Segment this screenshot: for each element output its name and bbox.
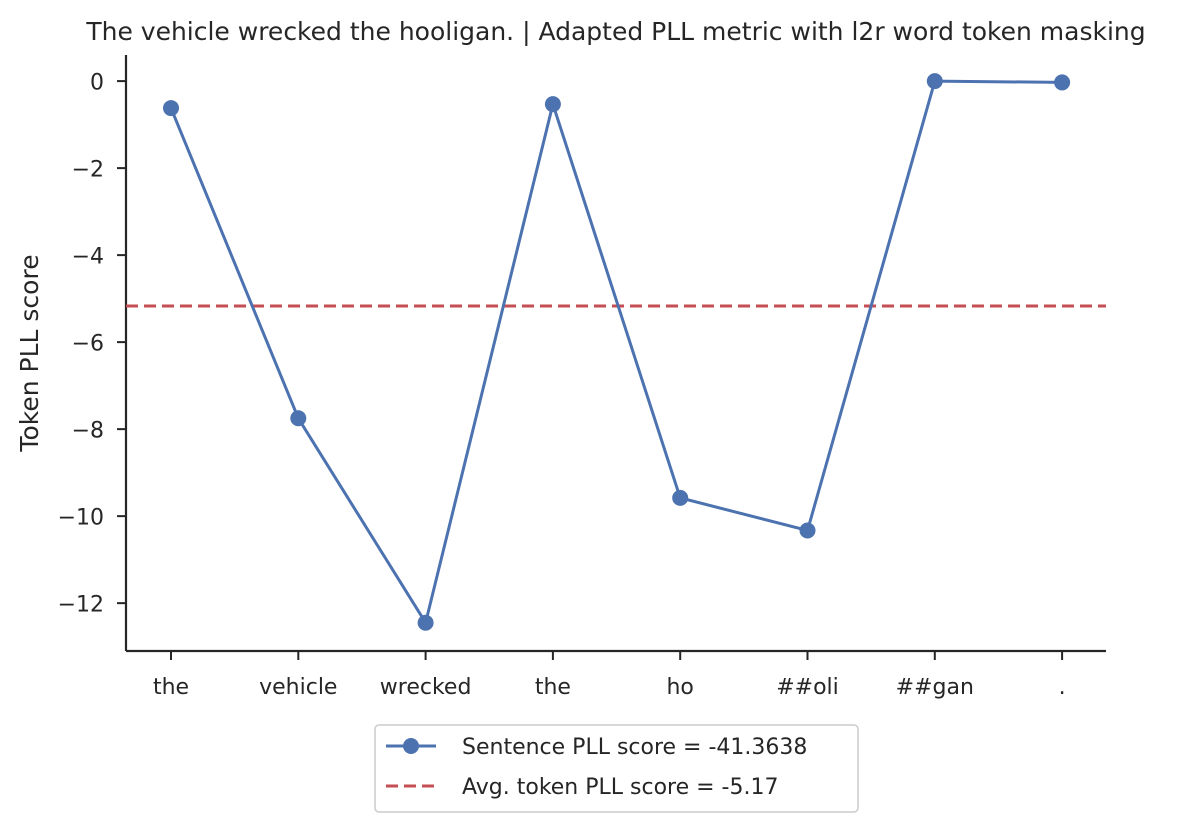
x-tick-label: wrecked — [380, 675, 472, 700]
x-tick-label: ho — [666, 675, 693, 700]
y-tick-label: −10 — [58, 506, 104, 531]
y-tick-label: −4 — [72, 245, 104, 270]
y-tick-label: −12 — [58, 593, 104, 618]
chart-title: The vehicle wrecked the hooligan. | Adap… — [85, 17, 1145, 46]
axes: 0 −2 −4 −6 −8 −10 −12 the vehicle wrecked the ho ##o… — [58, 55, 1106, 700]
x-tick-label: vehicle — [259, 675, 337, 700]
legend-reference-label: Avg. token PLL score = -5.17 — [462, 775, 778, 800]
y-tick-label: 0 — [90, 71, 104, 96]
data-point — [1054, 74, 1071, 91]
x-tick-label: ##oli — [776, 675, 839, 700]
x-tick-label: the — [535, 675, 571, 700]
data-point — [163, 100, 179, 117]
data-point — [544, 96, 561, 113]
data-point — [290, 410, 307, 427]
y-axis-label: Token PLL score — [15, 254, 44, 452]
y-tick-label: −8 — [72, 419, 104, 444]
data-point — [799, 522, 816, 539]
data-point — [672, 489, 689, 506]
y-tick-label: −6 — [72, 332, 104, 357]
series-line — [169, 79, 1063, 627]
legend-box — [374, 724, 859, 813]
legend-series-marker — [403, 738, 419, 754]
y-tick-label: −2 — [72, 158, 104, 183]
x-tick-label: . — [1059, 675, 1066, 700]
x-tick-label: ##gan — [896, 675, 974, 700]
data-point — [417, 614, 434, 631]
data-point — [926, 73, 943, 90]
legend-series-label: Sentence PLL score = -41.3638 — [462, 735, 807, 760]
x-tick-label: the — [153, 675, 189, 700]
data-series — [163, 73, 1071, 631]
legend: Sentence PLL score = -41.3638 Avg. token … — [374, 724, 859, 813]
